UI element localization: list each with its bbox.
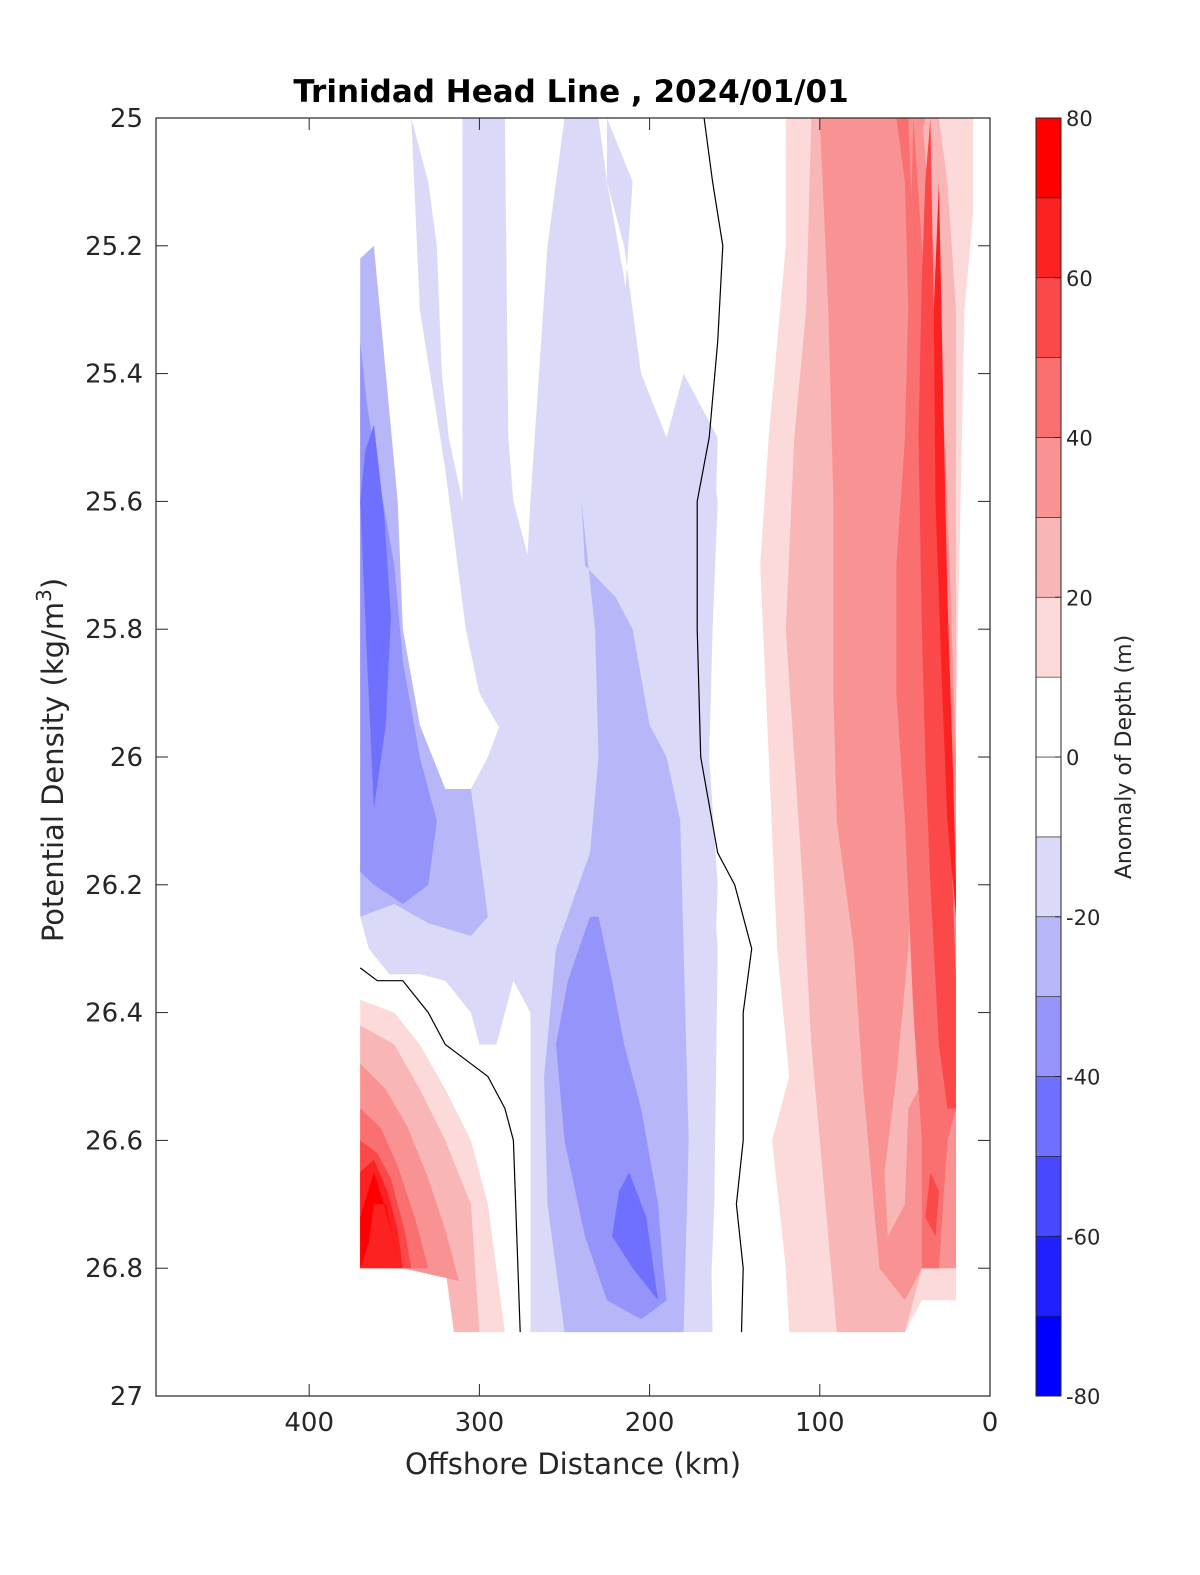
x-tick-label: 100 [795,1408,845,1438]
colorbar-tick-label: 20 [1066,586,1093,610]
contour-fills [360,118,973,1333]
zero-contour-line-0 [696,118,753,1333]
contour-region-14 [360,1172,400,1269]
x-tick-label: 0 [982,1408,999,1438]
colorbar-swatch [1035,596,1062,678]
colorbar-swatch [1035,437,1062,518]
y-tick-label: 25.6 [85,487,143,517]
x-tick-label: 200 [625,1408,675,1438]
y-tick-label: 26.8 [85,1254,143,1284]
zero-contour-line-1 [359,967,521,1333]
colorbar [1035,117,1062,1397]
y-axis-ticks: 25 25.2 25.4 25.6 25.8 26 26.2 26.4 26.6 26.8 27 [85,104,990,1412]
colorbar-swatch [1035,117,1062,199]
colorbar-tick-label: 40 [1066,427,1093,451]
colorbar-swatch [1035,277,1062,358]
contour-region-22 [933,181,956,917]
contour-region-5 [360,424,391,809]
colorbar-ticks: -80 -60 -40 -20 0 20 40 60 80 [1055,107,1100,1409]
y-axis-label-close: ) [36,578,70,589]
colorbar-label: Anomaly of Depth (m) [1112,635,1137,879]
zero-contour-lines [359,118,753,1333]
contour-region-20 [918,118,956,1109]
colorbar-swatch [1035,1235,1062,1317]
chart-title: Trinidad Head Line , 2024/01/01 [293,74,848,110]
colorbar-tick-label: 0 [1066,746,1079,770]
contour-region-6 [612,1172,659,1301]
colorbar-swatch [1035,1315,1062,1397]
y-tick-label: 25.2 [85,232,143,262]
y-axis-label-main: Potential Density (kg/m [36,602,70,942]
x-axis-label: Offshore Distance (km) [405,1447,741,1481]
y-axis-label: Potential Density (kg/m3) [32,578,70,942]
colorbar-swatch [1035,756,1062,838]
y-tick-label: 26.6 [85,1126,143,1156]
y-tick-label: 25.4 [85,360,143,390]
colorbar-swatch [1035,357,1062,438]
y-tick-label: 26 [110,743,143,773]
colorbar-swatch [1035,916,1062,997]
colorbar-swatch [1035,836,1062,918]
colorbar-swatch [1035,676,1062,758]
y-tick-label: 27 [110,1382,143,1412]
colorbar-tick-label: 60 [1066,267,1093,291]
colorbar-tick-label: -20 [1066,906,1100,930]
colorbar-swatch [1035,1156,1062,1237]
colorbar-swatch [1035,197,1062,279]
contour-region-21 [925,1172,939,1237]
colorbar-tick-label: -60 [1066,1225,1100,1249]
x-axis-ticks: 400 300 200 100 0 [284,118,998,1438]
colorbar-tick-label: 80 [1066,107,1093,131]
y-tick-label: 25.8 [85,615,143,645]
y-tick-label: 26.4 [85,999,143,1029]
x-tick-label: 300 [455,1408,505,1438]
x-tick-label: 400 [284,1408,334,1438]
colorbar-swatch [1035,517,1062,598]
y-axis-label-sup: 3 [32,589,56,602]
colorbar-tick-label: -40 [1066,1066,1100,1090]
y-tick-label: 26.2 [85,871,143,901]
colorbar-swatch [1035,1076,1062,1157]
colorbar-swatch [1035,996,1062,1077]
colorbar-tick-label: -80 [1066,1385,1100,1409]
y-tick-label: 25 [110,104,143,134]
